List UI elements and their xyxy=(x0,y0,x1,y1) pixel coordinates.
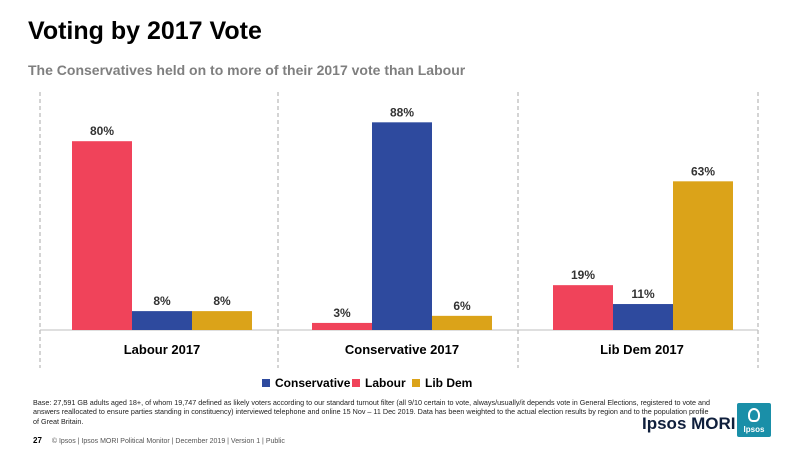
data-label: 8% xyxy=(213,294,231,308)
bar-labour-2017-labour xyxy=(72,141,132,330)
data-label: 8% xyxy=(153,294,171,308)
legend-swatch-labour xyxy=(352,379,360,387)
bar-lib-dem-2017-labour xyxy=(553,285,613,330)
legend-item-lib-dem: Lib Dem xyxy=(412,376,472,390)
data-label: 6% xyxy=(453,299,471,313)
footer-text: © Ipsos | Ipsos MORI Political Monitor |… xyxy=(51,438,285,445)
bar-lib-dem-2017-conservative xyxy=(613,304,673,330)
data-label: 63% xyxy=(691,164,715,178)
legend-item-labour: Labour xyxy=(352,376,406,390)
data-label: 88% xyxy=(390,105,414,119)
page-number: 27 xyxy=(33,436,42,445)
data-label: 3% xyxy=(333,306,351,320)
bar-chart: 80% 8% 8% Labour 2017 3% 88% 6% Conservative 20… xyxy=(39,92,759,368)
category-label: Lib Dem 2017 xyxy=(600,342,684,357)
chart-legend: Conservative Labour Lib Dem xyxy=(0,376,800,392)
bar-labour-2017-lib-dem xyxy=(192,311,252,330)
category-label: Labour 2017 xyxy=(124,342,201,357)
bar-conservative-2017-lib-dem xyxy=(432,315,492,330)
chart-subtitle: The Conservatives held on to more of the… xyxy=(28,62,466,78)
bar-conservative-2017-conservative xyxy=(372,122,432,330)
legend-swatch-lib-dem xyxy=(412,379,420,387)
data-label: 19% xyxy=(571,268,595,282)
legend-label-lib-dem: Lib Dem xyxy=(425,376,473,390)
ipsos-logo: Ipsos xyxy=(737,403,771,437)
logo-text: Ipsos xyxy=(743,425,765,434)
legend-item-conservative: Conservative xyxy=(262,376,350,390)
bar-conservative-2017-labour xyxy=(312,322,372,330)
base-footnote: Base: 27,591 GB adults aged 18+, of whom… xyxy=(33,398,711,426)
legend-swatch-conservative xyxy=(262,379,270,387)
logo-mark-icon xyxy=(748,408,760,422)
bar-labour-2017-conservative xyxy=(132,311,192,330)
legend-label-labour: Labour xyxy=(365,376,406,390)
data-label: 80% xyxy=(90,124,114,138)
page-footer: 27 © Ipsos | Ipsos MORI Political Monito… xyxy=(33,436,285,445)
category-label: Conservative 2017 xyxy=(345,342,459,357)
chart-title: Voting by 2017 Vote xyxy=(28,17,262,45)
legend-label-conservative: Conservative xyxy=(275,376,351,390)
bar-lib-dem-2017-lib-dem xyxy=(673,181,733,330)
data-label: 11% xyxy=(631,287,655,301)
brand-name: Ipsos MORI xyxy=(642,414,736,433)
